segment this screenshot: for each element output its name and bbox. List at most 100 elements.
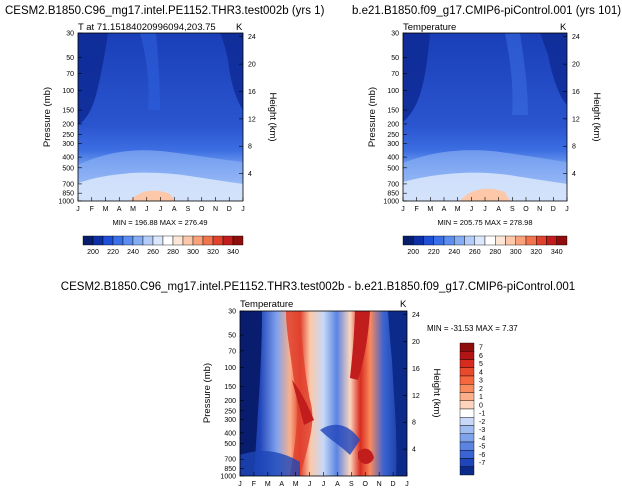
panel-1-plot-area bbox=[78, 33, 243, 201]
colorbar-swatch bbox=[182, 235, 194, 246]
panel-3-subtitle-left: Temperature bbox=[240, 299, 293, 310]
month-tick-label: F bbox=[252, 481, 256, 488]
panel-2-subtitle-left: Temperature bbox=[403, 22, 456, 33]
height-tick-label: 20 bbox=[572, 62, 580, 69]
month-tick-label: A bbox=[496, 206, 501, 213]
colorbar-swatch bbox=[459, 359, 475, 368]
pressure-tick-label: 500 bbox=[62, 165, 74, 172]
panel-3-ylabel: Pressure (mb) bbox=[202, 363, 213, 423]
pressure-tick-label: 400 bbox=[387, 155, 399, 162]
colorbar-swatch bbox=[402, 235, 414, 246]
pressure-tick-label: 400 bbox=[62, 155, 74, 162]
month-tick-label: A bbox=[172, 206, 177, 213]
colorbar-swatch bbox=[459, 425, 475, 434]
height-tick-label: 16 bbox=[248, 89, 256, 96]
pressure-tick-label: 500 bbox=[224, 441, 236, 448]
colorbar-label: -2 bbox=[479, 419, 485, 426]
pressure-tick-label: 400 bbox=[224, 430, 236, 437]
panel-2-colorbar: 200 220 240 260 280 300 320 340 bbox=[402, 235, 568, 256]
colorbar-label: 300 bbox=[510, 249, 522, 256]
pressure-tick-label: 50 bbox=[228, 333, 236, 340]
colorbar-swatch bbox=[459, 408, 475, 418]
panel-1-minmax: MIN = 196.88 MAX = 276.49 bbox=[112, 218, 207, 227]
colorbar-label: 200 bbox=[407, 249, 419, 256]
pressure-tick-label: 500 bbox=[387, 165, 399, 172]
colorbar-label: -7 bbox=[479, 460, 485, 467]
pressure-tick-label: 700 bbox=[62, 181, 74, 188]
panel-3-minmax: MIN = -31.53 MAX = 7.37 bbox=[427, 324, 518, 333]
pressure-tick-label: 100 bbox=[387, 88, 399, 95]
colorbar-swatch bbox=[459, 450, 475, 459]
colorbar-label: -3 bbox=[479, 427, 485, 434]
pressure-tick-label: 150 bbox=[224, 384, 236, 391]
pressure-tick-label: 850 bbox=[62, 191, 74, 198]
colorbar-swatch bbox=[459, 400, 475, 410]
colorbar-swatch bbox=[423, 235, 434, 246]
panel-2-height-ticks: 24 20 16 12 8 4 bbox=[563, 34, 580, 178]
month-tick-label: M bbox=[455, 206, 461, 213]
colorbar-label: 240 bbox=[127, 249, 139, 256]
month-tick-label: N bbox=[213, 206, 218, 213]
height-tick-label: 24 bbox=[572, 34, 580, 41]
month-tick-label: O bbox=[363, 481, 369, 488]
colorbar-swatch bbox=[454, 235, 465, 246]
colorbar-label: -4 bbox=[479, 435, 485, 442]
colorbar-swatch bbox=[172, 235, 184, 246]
month-tick-label: N bbox=[537, 206, 542, 213]
month-tick-label: D bbox=[227, 206, 232, 213]
colorbar-swatch bbox=[162, 235, 174, 246]
colorbar-swatch bbox=[546, 235, 557, 246]
pressure-tick-label: 70 bbox=[391, 71, 399, 78]
height-tick-label: 24 bbox=[248, 34, 256, 41]
pressure-tick-label: 200 bbox=[387, 121, 399, 128]
panel-3-height-ticks: 24 20 16 12 8 4 bbox=[403, 312, 420, 454]
panel-2-ylabel-right: Height (km) bbox=[591, 92, 602, 141]
panel-2: b.e21.B1850.f09_g17.CMIP6-piControl.001 … bbox=[352, 5, 621, 256]
colorbar-label: 200 bbox=[87, 249, 99, 256]
month-tick-label: F bbox=[90, 206, 94, 213]
month-tick-label: J bbox=[401, 206, 405, 213]
pressure-tick-label: 30 bbox=[66, 31, 74, 38]
pressure-tick-label: 70 bbox=[228, 348, 236, 355]
month-tick-label: J bbox=[238, 481, 242, 488]
month-tick-label: J bbox=[470, 206, 474, 213]
panel-3-title: CESM2.B1850.C96_mg17.intel.PE1152.THR3.t… bbox=[61, 281, 575, 293]
month-tick-label: A bbox=[442, 206, 447, 213]
panel-2-minmax: MIN = 205.75 MAX = 278.98 bbox=[437, 218, 532, 227]
month-tick-label: S bbox=[349, 481, 354, 488]
colorbar-swatch bbox=[232, 235, 244, 246]
height-tick-label: 8 bbox=[248, 144, 252, 151]
pressure-tick-label: 30 bbox=[228, 309, 236, 316]
colorbar-swatch bbox=[102, 235, 114, 246]
panel-1: CESM2.B1850.C96_mg17.intel.PE1152.THR3.t… bbox=[5, 5, 325, 256]
pressure-tick-label: 300 bbox=[62, 141, 74, 148]
colorbar-label: -6 bbox=[479, 452, 485, 459]
colorbar-swatch bbox=[212, 235, 224, 246]
pressure-tick-label: 1000 bbox=[58, 199, 74, 206]
panel-1-title: CESM2.B1850.C96_mg17.intel.PE1152.THR3.t… bbox=[5, 5, 325, 17]
panel-2-title: b.e21.B1850.f09_g17.CMIP6-piControl.001 … bbox=[352, 5, 621, 17]
month-tick-label: M bbox=[265, 481, 271, 488]
height-tick-label: 8 bbox=[412, 420, 416, 427]
month-tick-label: A bbox=[335, 481, 340, 488]
colorbar-label: 340 bbox=[551, 249, 563, 256]
colorbar-label: 320 bbox=[530, 249, 542, 256]
pressure-tick-label: 200 bbox=[62, 121, 74, 128]
panel-1-height-ticks: 24 20 16 12 8 4 bbox=[239, 34, 256, 178]
colorbar-swatch bbox=[92, 235, 104, 246]
panel-3: CESM2.B1850.C96_mg17.intel.PE1152.THR3.t… bbox=[61, 281, 575, 488]
pressure-tick-label: 150 bbox=[62, 108, 74, 115]
colorbar-swatch bbox=[495, 235, 506, 246]
height-tick-label: 4 bbox=[248, 171, 252, 178]
colorbar-label: 340 bbox=[227, 249, 239, 256]
colorbar-swatch bbox=[433, 235, 445, 246]
pressure-tick-label: 700 bbox=[387, 181, 399, 188]
month-tick-label: D bbox=[551, 206, 556, 213]
height-tick-label: 24 bbox=[412, 312, 420, 319]
colorbar-swatch bbox=[464, 235, 475, 246]
month-tick-label: J bbox=[565, 206, 569, 213]
colorbar-label: 260 bbox=[469, 249, 481, 256]
